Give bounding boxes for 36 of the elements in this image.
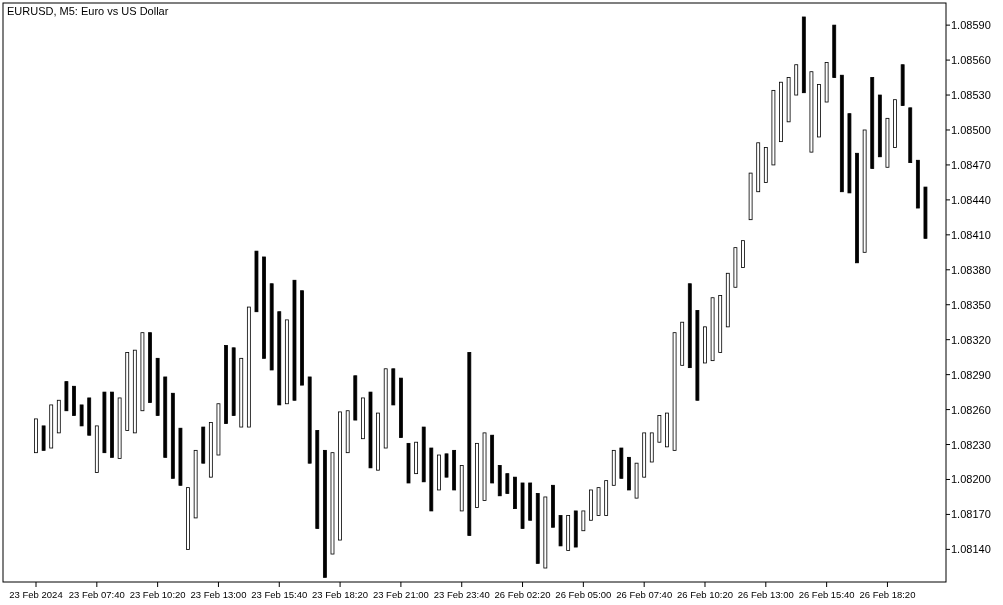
y-tick-label: 1.08140 — [951, 543, 991, 556]
y-tick-label: 1.08380 — [951, 263, 991, 276]
x-tick-label: 23 Feb 13:00 — [190, 589, 247, 600]
x-tick-label: 26 Feb 13:00 — [737, 589, 794, 600]
y-tick-label: 1.08260 — [951, 403, 991, 416]
x-tick-label: 23 Feb 10:20 — [129, 589, 186, 600]
candlestick — [444, 453, 449, 478]
chart-title: EURUSD, M5: Euro vs US Dollar — [7, 5, 169, 17]
x-tick-label: 23 Feb 07:40 — [68, 589, 125, 600]
candlestick — [79, 404, 84, 427]
x-tick-label: 23 Feb 18:20 — [312, 589, 369, 600]
y-tick-label: 1.08350 — [951, 298, 991, 311]
x-tick-label: 26 Feb 15:40 — [798, 589, 855, 600]
y-tick-label: 1.08530 — [951, 89, 991, 102]
x-tick-label: 23 Feb 23:40 — [433, 589, 490, 600]
x-tick-label: 26 Feb 10:20 — [676, 589, 733, 600]
y-tick-label: 1.08170 — [951, 508, 991, 521]
y-tick-label: 1.08200 — [951, 473, 991, 486]
y-tick-label: 1.08560 — [951, 54, 991, 67]
y-tick-label: 1.08590 — [951, 19, 991, 32]
x-tick-label: 23 Feb 21:00 — [372, 589, 429, 600]
y-tick-label: 1.08320 — [951, 333, 991, 346]
x-tick-label: 23 Feb 2024 — [9, 589, 63, 600]
y-tick-label: 1.08440 — [951, 193, 991, 206]
y-tick-label: 1.08290 — [951, 368, 991, 381]
x-tick-label: 26 Feb 05:00 — [555, 589, 612, 600]
y-tick-label: 1.08500 — [951, 123, 991, 136]
candlestick — [581, 510, 586, 532]
x-tick-label: 26 Feb 07:40 — [616, 589, 673, 600]
y-tick-label: 1.08410 — [951, 228, 991, 241]
x-tick-label: 26 Feb 02:20 — [494, 589, 551, 600]
x-tick-label: 23 Feb 15:40 — [251, 589, 308, 600]
y-tick-label: 1.08470 — [951, 158, 991, 171]
candlestick — [505, 473, 510, 495]
y-tick-label: 1.08230 — [951, 438, 991, 451]
x-tick-label: 26 Feb 18:20 — [859, 589, 916, 600]
